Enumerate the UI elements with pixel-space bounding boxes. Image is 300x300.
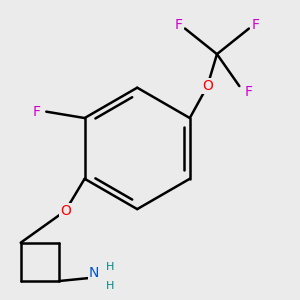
Text: F: F: [245, 85, 253, 100]
Text: F: F: [251, 18, 259, 32]
Text: F: F: [33, 105, 41, 118]
Text: N: N: [89, 266, 99, 280]
Text: O: O: [202, 79, 213, 93]
Text: F: F: [175, 18, 183, 32]
Text: H: H: [106, 281, 114, 291]
Text: O: O: [60, 204, 71, 218]
Text: H: H: [106, 262, 114, 272]
